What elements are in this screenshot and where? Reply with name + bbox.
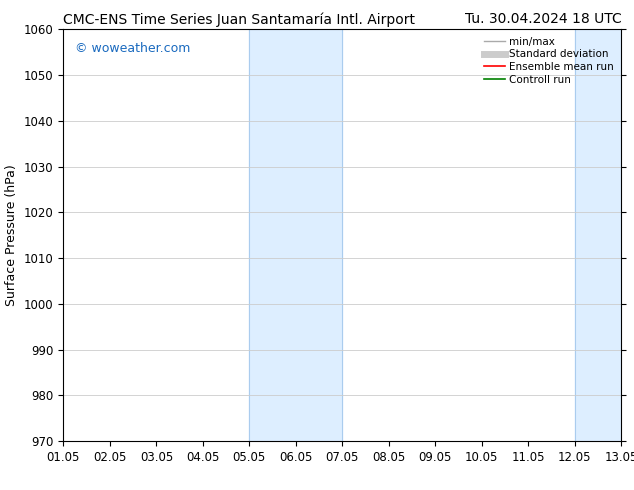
Bar bbox=[249, 29, 342, 441]
Text: © woweather.com: © woweather.com bbox=[75, 42, 190, 55]
Text: CMC-ENS Time Series Juan Santamaría Intl. Airport: CMC-ENS Time Series Juan Santamaría Intl… bbox=[63, 12, 415, 27]
Y-axis label: Surface Pressure (hPa): Surface Pressure (hPa) bbox=[5, 164, 18, 306]
Text: Tu. 30.04.2024 18 UTC: Tu. 30.04.2024 18 UTC bbox=[465, 12, 621, 26]
Bar bbox=[575, 29, 634, 441]
Legend: min/max, Standard deviation, Ensemble mean run, Controll run: min/max, Standard deviation, Ensemble me… bbox=[480, 32, 618, 89]
